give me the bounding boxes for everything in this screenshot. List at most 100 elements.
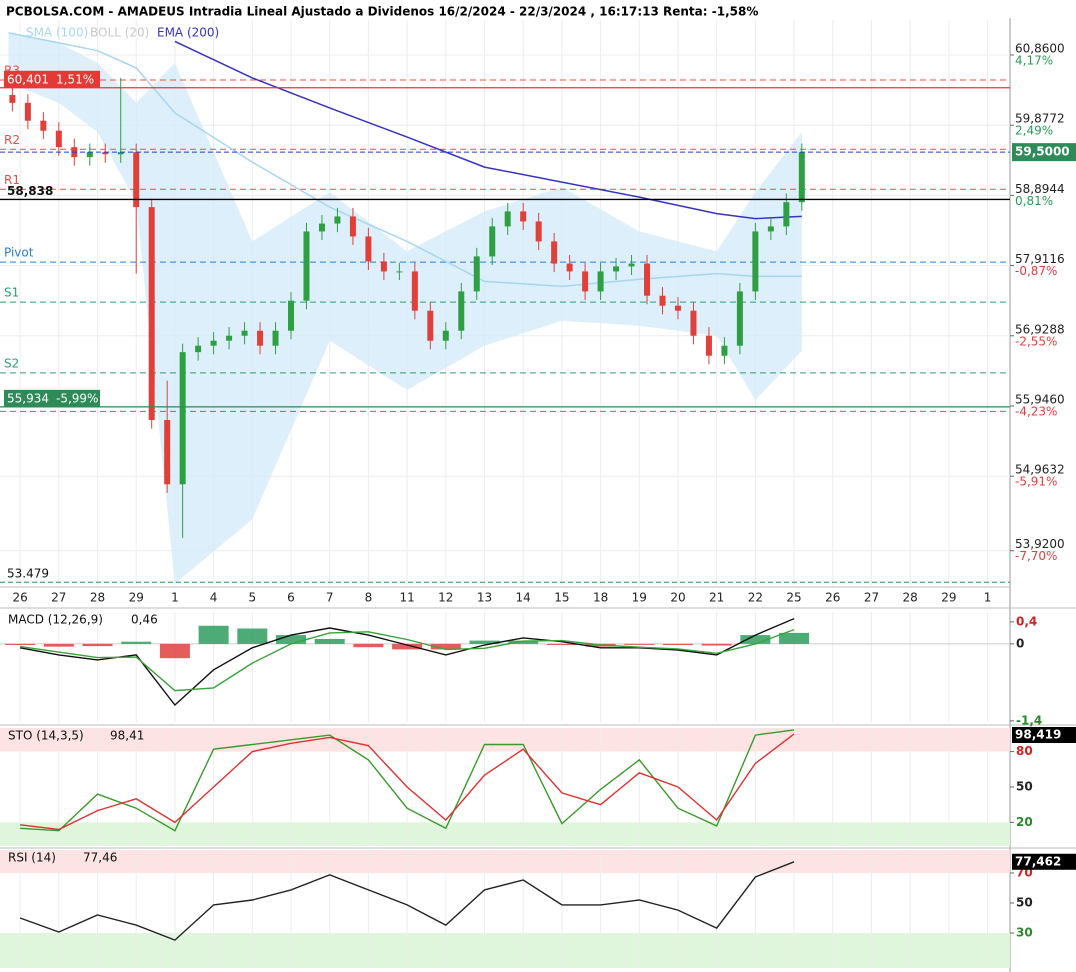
x-tick-label: 7 bbox=[326, 591, 334, 605]
candle-body bbox=[380, 261, 387, 272]
candle-body bbox=[257, 330, 264, 346]
candle-body bbox=[365, 236, 372, 262]
x-tick-label: 21 bbox=[709, 591, 724, 605]
panel-title: RSI (14) bbox=[8, 851, 56, 865]
x-tick-label: 4 bbox=[210, 591, 218, 605]
y-tick-label: 0,4 bbox=[1016, 614, 1037, 628]
candle-body bbox=[535, 221, 542, 242]
candle-body bbox=[783, 202, 790, 227]
ref-label: 60,401 bbox=[7, 72, 49, 86]
last-value-label: 98,419 bbox=[1015, 728, 1061, 742]
histogram-bar bbox=[508, 640, 539, 644]
histogram-bar bbox=[198, 625, 229, 644]
panel-reading: 77,46 bbox=[83, 851, 117, 865]
histogram-bar bbox=[430, 643, 461, 650]
x-tick-label: 11 bbox=[399, 591, 414, 605]
legend-entry: BOLL (20) bbox=[90, 26, 149, 40]
candle-body bbox=[798, 152, 805, 203]
candle-body bbox=[179, 352, 186, 485]
indicator-line bbox=[19, 617, 795, 707]
panel-title: MACD (12,26,9) bbox=[8, 613, 103, 627]
panel-title: STO (14,3,5) bbox=[8, 729, 84, 743]
x-tick-label: 29 bbox=[129, 591, 144, 605]
candle-body bbox=[767, 226, 774, 232]
last-value-label: 77,462 bbox=[1015, 854, 1061, 868]
x-tick-label: 20 bbox=[670, 591, 685, 605]
candle-body bbox=[644, 263, 651, 296]
y-tick-change: -7,70% bbox=[1015, 549, 1057, 563]
x-tick-label: 6 bbox=[287, 591, 295, 605]
candle-body bbox=[504, 211, 511, 227]
histogram-bar bbox=[237, 628, 268, 644]
bollinger-band bbox=[8, 32, 802, 584]
x-tick-label: 22 bbox=[748, 591, 763, 605]
candle-body bbox=[411, 271, 418, 311]
x-tick-label: 27 bbox=[864, 591, 879, 605]
y-tick-label: 54,9632 bbox=[1015, 463, 1065, 477]
y-tick-label: 55,9460 bbox=[1015, 393, 1065, 407]
y-tick-label: 20 bbox=[1016, 815, 1033, 829]
candle-body bbox=[318, 223, 325, 232]
candle-body bbox=[458, 291, 465, 331]
histogram-bar bbox=[159, 643, 190, 659]
histogram-bar bbox=[624, 643, 655, 645]
candle-body bbox=[117, 152, 124, 155]
histogram-bar bbox=[392, 643, 423, 650]
candle-body bbox=[86, 152, 93, 158]
candle-body bbox=[582, 271, 589, 292]
y-tick-change: 4,17% bbox=[1015, 54, 1053, 68]
histogram-bar bbox=[546, 643, 577, 645]
candle-body bbox=[489, 226, 496, 257]
candle-body bbox=[40, 120, 47, 131]
x-tick-label: 26 bbox=[825, 591, 840, 605]
candle-body bbox=[473, 256, 480, 292]
x-tick-label: 18 bbox=[593, 591, 608, 605]
candle-body bbox=[148, 207, 155, 420]
ref-change: -5,99% bbox=[56, 391, 98, 405]
candle-body bbox=[690, 310, 697, 336]
zone bbox=[0, 933, 1010, 968]
y-tick-label: 30 bbox=[1016, 926, 1033, 940]
candle-body bbox=[133, 152, 140, 208]
y-tick-label: 57,9116 bbox=[1015, 252, 1065, 266]
candle-body bbox=[628, 263, 635, 267]
candle-body bbox=[334, 216, 341, 224]
histogram-bar bbox=[5, 643, 36, 645]
indicator-line bbox=[174, 40, 802, 220]
ref-change: 1,51% bbox=[56, 72, 94, 86]
candle-body bbox=[674, 305, 681, 311]
last-value-box bbox=[1012, 853, 1076, 870]
level-label: Pivot bbox=[4, 246, 34, 260]
indicator-line bbox=[20, 733, 795, 831]
y-tick-label: 53,9200 bbox=[1015, 537, 1065, 551]
x-tick-label: 5 bbox=[248, 591, 256, 605]
candle-body bbox=[613, 266, 620, 272]
level-label: R1 bbox=[4, 173, 20, 187]
level-label: S1 bbox=[4, 286, 19, 300]
x-tick-label: 28 bbox=[903, 591, 918, 605]
candle-body bbox=[349, 216, 356, 237]
ref-label: 58,838 bbox=[7, 184, 53, 198]
indicator-line bbox=[20, 729, 795, 832]
histogram-bar bbox=[121, 641, 152, 644]
zone bbox=[0, 728, 1010, 752]
indicator-line bbox=[19, 861, 795, 941]
y-tick-label: 58,8944 bbox=[1015, 182, 1065, 196]
ref-box bbox=[4, 389, 100, 407]
x-tick-label: 25 bbox=[786, 591, 801, 605]
y-tick-label: 60,8600 bbox=[1015, 42, 1065, 56]
candle-body bbox=[164, 420, 171, 485]
histogram-bar bbox=[662, 643, 693, 645]
chart-title: PCBOLSA.COM - AMADEUS Intradia Lineal Aj… bbox=[6, 5, 758, 19]
y-tick-label: 50 bbox=[1016, 780, 1033, 794]
candle-body bbox=[566, 263, 573, 272]
histogram-bar bbox=[740, 635, 771, 644]
histogram-bar bbox=[779, 632, 810, 644]
price-box bbox=[1012, 143, 1076, 162]
histogram-bar bbox=[82, 643, 113, 647]
y-tick-change: -5,91% bbox=[1015, 475, 1057, 489]
candle-body bbox=[9, 95, 16, 103]
y-tick-label: 59,8772 bbox=[1015, 112, 1065, 126]
x-tick-label: 1 bbox=[984, 591, 992, 605]
